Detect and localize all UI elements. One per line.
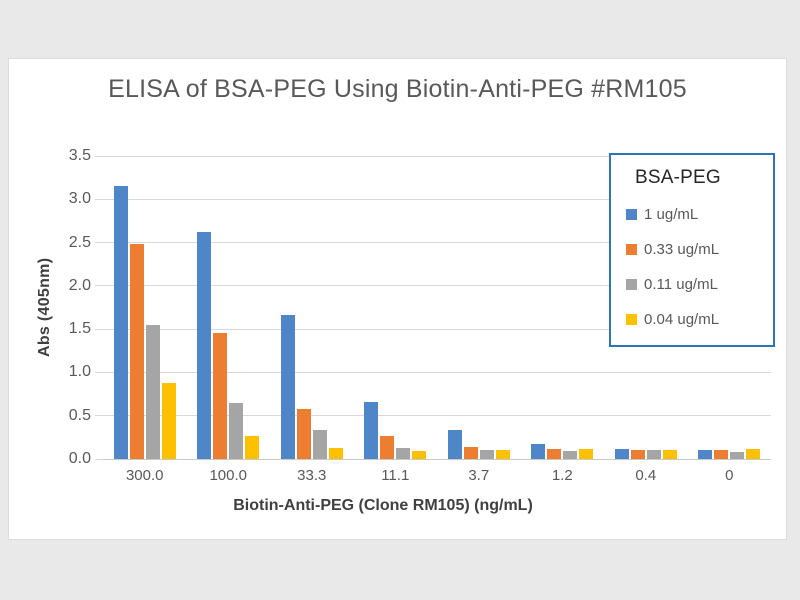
y-axis-tick-label: 2.0 [68,276,91,294]
legend-swatch-icon [626,314,637,325]
y-axis-tick [95,371,103,373]
bar-0.11-ug-mL-0.4 [646,450,661,459]
legend-entry: 1 ug/mL [611,197,773,232]
y-axis-tick-label: 3.5 [68,147,91,164]
legend-entry-label: 0.11 ug/mL [644,276,718,293]
y-axis-tick-label: 1.5 [68,320,91,338]
legend-title: BSA-PEG [635,167,721,188]
y-axis-tick-labels: 0.0 0.5 1.0 1.5 2.0 2.5 3.0 3.5 [39,147,91,467]
y-axis-tick [95,328,103,330]
bar-0.33-ug-mL-300.0 [129,244,144,459]
gridline [103,328,771,330]
bar-0.33-ug-mL-33.3 [296,409,311,459]
bar-1-ug-mL-300.0 [113,186,128,459]
bar-0.04-ug-mL-11.1 [412,451,427,459]
bar-0.11-ug-mL-3.7 [479,450,494,459]
x-axis-tick-label: 100.0 [209,467,248,484]
y-axis-tick-label: 0.5 [68,406,91,424]
bar-0.04-ug-mL-300.0 [161,383,176,459]
legend-entry: 0.33 ug/mL [611,232,773,267]
bar-1-ug-mL-11.1 [364,402,379,459]
legend-swatch-icon [626,279,637,290]
bar-0.33-ug-mL-0 [714,450,729,459]
legend-entry-label: 0.04 ug/mL [644,311,720,328]
bar-0.11-ug-mL-100.0 [229,403,244,459]
x-axis-tick-label: 3.7 [468,467,490,484]
gridline [103,285,771,287]
bar-0.33-ug-mL-1.2 [547,449,562,459]
bar-0.11-ug-mL-300.0 [145,325,160,459]
y-axis-tick-label: 0.0 [68,450,91,467]
bar-0.33-ug-mL-3.7 [463,447,478,459]
y-axis-tick [95,285,103,287]
bar-0.33-ug-mL-0.4 [630,450,645,459]
bar-0.33-ug-mL-11.1 [380,436,395,459]
bar-0.33-ug-mL-100.0 [213,333,228,459]
x-axis-tick-label: 300.0 [125,467,164,484]
chart-title: ELISA of BSA-PEG Using Biotin-Anti-PEG #… [108,75,687,103]
plot-area [103,155,771,460]
y-axis-tick-label: 3.0 [68,190,91,208]
gridline [103,155,771,157]
y-axis-tick [95,242,103,244]
x-axis-tick-label: 11.1 [381,467,410,484]
y-axis-tick-label: 1.0 [68,363,91,381]
legend-swatch-icon [626,244,637,255]
bar-0.11-ug-mL-1.2 [563,451,578,459]
legend-swatch-icon [626,209,637,220]
y-axis-tick-label: 2.5 [68,233,91,251]
gridline [103,415,771,417]
bar-0.11-ug-mL-33.3 [312,430,327,459]
legend-entry: 0.11 ug/mL [611,267,773,302]
x-axis-tick-label: 1.2 [551,467,573,484]
bar-0.11-ug-mL-0 [730,452,745,459]
bar-0.04-ug-mL-3.7 [495,450,510,459]
chart-card: ELISA of BSA-PEG Using Biotin-Anti-PEG #… [8,58,787,540]
bar-0.11-ug-mL-11.1 [396,448,411,459]
bar-0.04-ug-mL-100.0 [245,436,260,459]
legend: BSA-PEG 1 ug/mL 0.33 ug/mL 0.11 ug/mL 0.04 … [609,153,775,347]
bar-0.04-ug-mL-0.4 [662,450,677,459]
y-axis-tick [95,415,103,417]
bar-1-ug-mL-100.0 [197,232,212,459]
bar-1-ug-mL-33.3 [280,315,295,459]
bar-0.04-ug-mL-33.3 [328,448,343,459]
y-axis-tick [95,198,103,200]
y-axis-tick [95,458,103,460]
x-axis-tick-label: 33.3 [297,467,327,484]
legend-entry: 0.04 ug/mL [611,302,773,337]
bar-1-ug-mL-1.2 [531,444,546,459]
bar-1-ug-mL-0.4 [614,449,629,459]
bar-0.04-ug-mL-1.2 [579,449,594,459]
gridline [103,371,771,373]
gridline [103,198,771,200]
x-axis-title: Biotin-Anti-PEG (Clone RM105) (ng/mL) [233,497,533,514]
legend-entry-label: 0.33 ug/mL [644,241,720,258]
gridline [103,242,771,244]
bar-0.04-ug-mL-0 [746,449,761,459]
bar-1-ug-mL-3.7 [447,430,462,459]
gridline [103,458,771,460]
x-axis-tick-label: 0.4 [635,467,657,484]
x-axis-tick-labels: 300.0 100.0 33.3 11.1 3.7 1.2 0.4 0 [103,467,771,487]
bar-1-ug-mL-0 [698,450,713,459]
x-axis-tick-label: 0 [725,467,734,484]
legend-entries: 1 ug/mL 0.33 ug/mL 0.11 ug/mL 0.04 ug/mL [611,197,773,337]
y-axis-tick [95,155,103,157]
legend-entry-label: 1 ug/mL [644,206,699,223]
